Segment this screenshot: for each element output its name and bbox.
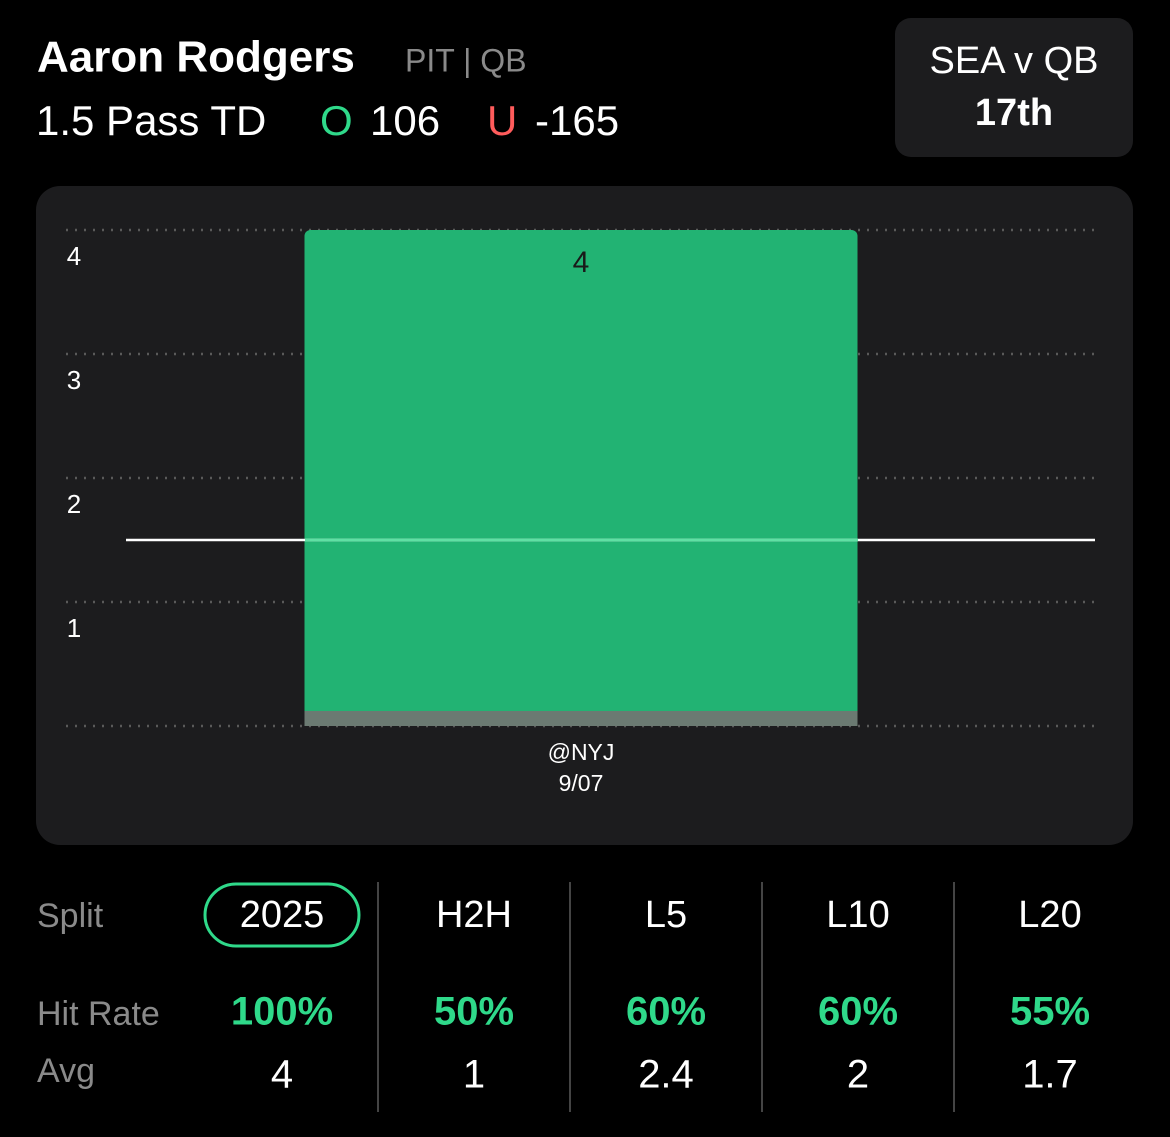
splits-table: Split Hit Rate Avg 2025 100% 4 H2H 50% 1 L5 60% 2.4…	[37, 882, 1090, 1112]
prop: 1.5 Pass TD	[36, 97, 266, 144]
hit-rate: 50%	[434, 990, 514, 1034]
y-tick-label: 3	[67, 365, 81, 395]
split-tab[interactable]: 2025	[240, 894, 325, 936]
average: 1	[463, 1053, 485, 1097]
x-tick-label: @NYJ	[548, 739, 615, 765]
bar-value-label: 4	[573, 246, 590, 279]
over-label: O	[320, 97, 353, 144]
matchup-rank: 17th	[975, 92, 1053, 134]
hit-rate: 100%	[231, 990, 333, 1034]
y-tick-label: 1	[67, 613, 81, 643]
split-tab[interactable]: H2H	[436, 894, 512, 936]
matchup-box	[895, 18, 1133, 157]
under-odds[interactable]: -165	[535, 97, 619, 144]
row-label: Hit Rate	[37, 995, 160, 1033]
split-tab[interactable]: L20	[1018, 894, 1081, 936]
selected-pill	[203, 882, 361, 948]
row-label: Split	[37, 897, 104, 935]
chart: 1 2 3 4 4 @NYJ 9/07	[66, 228, 1100, 796]
average: 2.4	[638, 1053, 694, 1097]
player-name: Aaron Rodgers	[37, 33, 355, 82]
hit-rate: 60%	[818, 990, 898, 1034]
average: 1.7	[1022, 1053, 1078, 1097]
hit-rate: 55%	[1010, 990, 1090, 1034]
split-tab[interactable]: L5	[645, 894, 687, 936]
average: 2	[847, 1053, 869, 1097]
split-tab[interactable]: L10	[826, 894, 889, 936]
bar	[304, 230, 858, 726]
bar-base	[304, 711, 858, 726]
team-position: PIT | QB	[405, 42, 527, 78]
row-label: Avg	[37, 1052, 95, 1090]
under-label: U	[487, 97, 517, 144]
y-tick-label: 4	[67, 241, 81, 271]
y-tick-label: 2	[67, 489, 81, 519]
over-odds[interactable]: 106	[370, 97, 440, 144]
hit-rate: 60%	[626, 990, 706, 1034]
matchup-label: SEA v QB	[930, 40, 1099, 82]
average: 4	[271, 1053, 293, 1097]
x-tick-date: 9/07	[559, 770, 604, 796]
